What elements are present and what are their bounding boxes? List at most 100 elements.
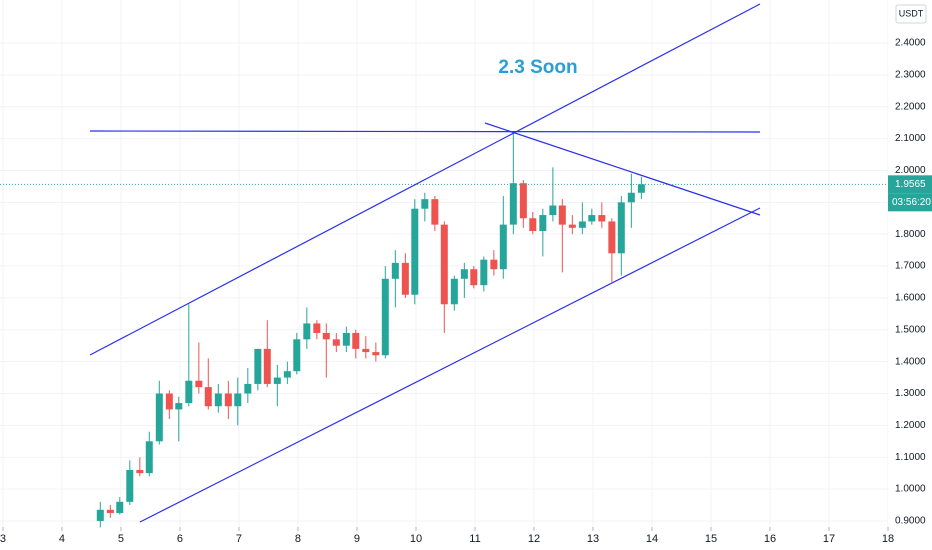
candle-body	[362, 348, 370, 353]
candles	[0, 132, 888, 528]
candle-body	[617, 202, 625, 254]
x-tick-label: 15	[705, 533, 717, 545]
candle-body	[106, 509, 114, 513]
candle-body	[519, 183, 527, 219]
candle-body	[136, 469, 144, 474]
candle-body	[96, 509, 104, 521]
candle-body	[539, 215, 547, 232]
candle-body	[342, 332, 350, 346]
candle-body	[381, 278, 389, 356]
y-tick-label: 1.4000	[895, 356, 926, 367]
candle-body	[263, 348, 271, 384]
y-tick-label: 2.4000	[895, 38, 926, 49]
price-label: 1.9565	[895, 179, 926, 190]
candle-body	[165, 393, 173, 410]
candle-body	[145, 441, 153, 474]
x-tick-label: 10	[410, 533, 422, 545]
channel-upper	[89, 3, 761, 356]
candle-body	[126, 469, 134, 502]
x-tick-label: 16	[764, 533, 776, 545]
x-tick-label: 9	[354, 533, 360, 545]
candle-body	[588, 215, 596, 222]
candle-body	[332, 339, 340, 346]
y-tick-label: 2.3000	[895, 70, 926, 81]
candle-body	[549, 205, 557, 216]
y-tick-label: 1.0000	[895, 484, 926, 495]
candle-body	[116, 501, 124, 513]
x-tick-label: 14	[646, 533, 658, 545]
price-label-box	[888, 175, 932, 194]
price-axis: USDT 0.9000 1.0000 1.1000 1.2000 1.3000 1.400…	[888, 0, 932, 550]
trendlines	[89, 3, 761, 523]
candle-body	[224, 393, 232, 407]
candle-body	[214, 393, 222, 407]
descending-line	[484, 122, 761, 216]
countdown: 03:56:20	[892, 197, 931, 208]
x-tick-label: 18	[882, 533, 894, 545]
currency: USDT	[899, 8, 924, 18]
candle-body	[401, 262, 409, 295]
price-axis-bg	[888, 0, 932, 550]
y-tick-label: 1.5000	[895, 324, 926, 335]
channel-lower	[139, 207, 761, 523]
y-tick-label: 1.8000	[895, 229, 926, 240]
x-tick-label: 7	[236, 533, 242, 545]
candle-body	[470, 269, 478, 286]
countdown-box	[888, 193, 932, 212]
candle-body	[313, 323, 321, 333]
candle-body	[352, 332, 360, 349]
candle-body	[244, 383, 252, 394]
annotation: 2.3 Soon	[498, 57, 577, 78]
candle-body	[460, 269, 468, 279]
y-tick-label: 1.1000	[895, 452, 926, 463]
candle-body	[431, 199, 439, 225]
x-tick-label: 11	[469, 533, 480, 545]
x-tick-label: 13	[587, 533, 599, 545]
candle-body	[608, 221, 616, 254]
candle-body	[411, 208, 419, 295]
candle-body	[372, 352, 380, 356]
candle-body	[303, 323, 311, 340]
y-tick-label: 1.2000	[895, 420, 926, 431]
candle-body	[450, 278, 458, 305]
candle-body	[627, 192, 635, 203]
price-labels: 1.9565 03:56:20	[888, 175, 932, 212]
x-tick-label: 17	[823, 533, 835, 545]
candle-body	[391, 262, 399, 279]
candle-body	[155, 393, 163, 442]
candle-body	[598, 215, 606, 222]
candle-body	[322, 332, 330, 340]
x-tick-label: 3	[0, 533, 6, 545]
candle-body	[558, 205, 566, 225]
y-tick-label: 2.0000	[895, 165, 926, 176]
currency-box	[895, 4, 927, 24]
y-tick-label: 1.7000	[895, 261, 926, 272]
candle-body	[175, 403, 183, 410]
candle-body	[578, 221, 586, 228]
candle-body	[283, 371, 291, 378]
y-tick-label: 1.3000	[895, 388, 926, 399]
candle-body	[440, 224, 448, 305]
y-tick-label: 2.1000	[895, 133, 926, 144]
y-tick-label: 2.2000	[895, 101, 926, 112]
time-axis: 3 4 5 6 7 8 9 10 11 12 13 14 15 16 17 18	[0, 527, 894, 545]
x-tick-label: 6	[177, 533, 183, 545]
x-tick-label: 5	[118, 533, 124, 545]
x-tick-label: 4	[59, 533, 65, 545]
candle-body	[499, 224, 507, 270]
candle-body	[637, 184, 645, 193]
x-tick-label: 12	[528, 533, 540, 545]
candle-body	[204, 387, 212, 407]
candle-body	[293, 339, 301, 372]
candle-body	[185, 380, 193, 404]
horizontal-line	[89, 130, 761, 133]
candle-body	[273, 377, 281, 384]
candle-body	[509, 183, 517, 225]
y-tick-label: 0.9000	[895, 516, 926, 527]
candle-body	[490, 259, 498, 270]
candle-body	[568, 224, 576, 228]
candle-body	[480, 259, 488, 286]
candle-body	[254, 348, 262, 384]
candle-body	[421, 199, 429, 209]
